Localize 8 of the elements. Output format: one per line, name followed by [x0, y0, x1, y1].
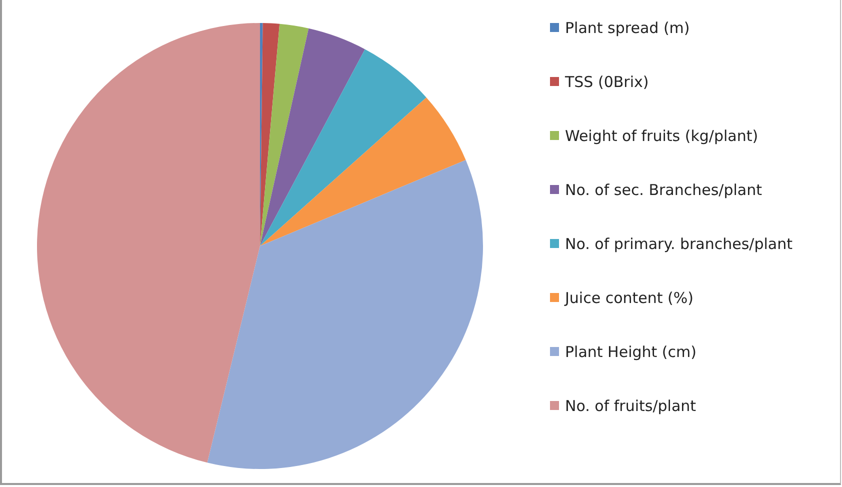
- legend-label: Weight of fruits (kg/plant): [565, 126, 760, 146]
- legend-label: No. of sec. Branches/plant: [565, 180, 763, 200]
- legend-label: Plant spread (m): [565, 18, 691, 38]
- legend-label: TSS (0Brix): [565, 72, 650, 92]
- legend-label: Plant Height (cm): [565, 342, 698, 362]
- legend-label: No. of fruits/plant: [565, 396, 698, 416]
- legend-label: Juice content (%): [565, 288, 694, 308]
- legend-label: No. of primary. branches/plant: [565, 234, 794, 254]
